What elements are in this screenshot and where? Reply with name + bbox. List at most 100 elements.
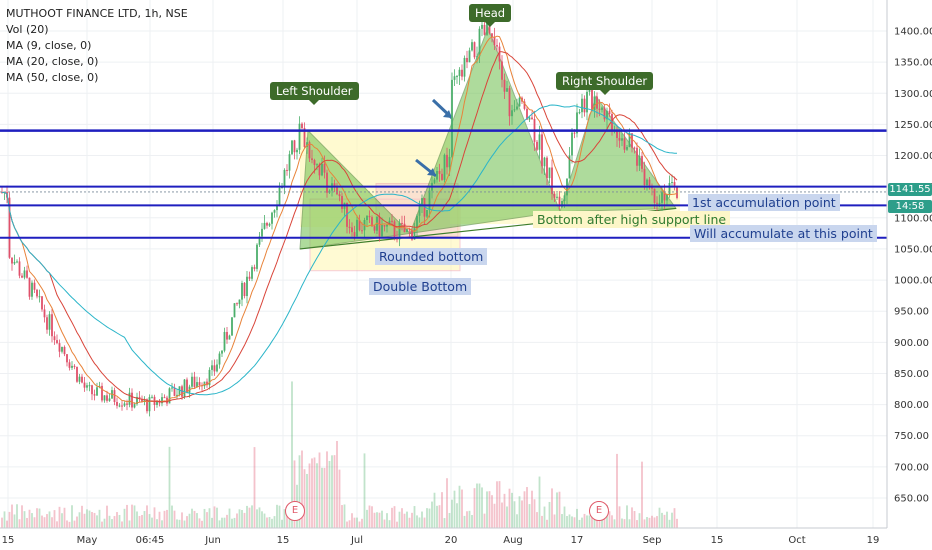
volume-bar <box>31 513 33 528</box>
volume-bar <box>408 517 411 528</box>
candle-body <box>266 222 268 226</box>
volume-bar <box>636 520 638 528</box>
volume-bar <box>663 514 666 528</box>
volume-bar <box>96 515 98 528</box>
candle-body <box>18 261 21 276</box>
legend-ma9[interactable]: MA (9, close, 0) <box>6 39 92 52</box>
candle-body <box>231 317 233 336</box>
candle-body <box>493 37 496 46</box>
candle-body <box>81 376 83 383</box>
candle-body <box>671 182 673 184</box>
volume-bar <box>38 508 41 528</box>
volume-bar <box>548 501 551 528</box>
volume-bar <box>166 509 168 528</box>
volume-bar <box>641 461 643 528</box>
volume-bar <box>261 511 263 528</box>
legend-volume[interactable]: Vol (20) <box>6 23 49 36</box>
volume-bar <box>671 512 673 528</box>
candle-body <box>221 350 223 354</box>
volume-bar <box>291 381 293 528</box>
earnings-badge[interactable]: E <box>285 501 305 521</box>
volume-bar <box>438 505 441 528</box>
volume-bar <box>486 491 488 528</box>
volume-bar <box>541 515 543 528</box>
volume-bar <box>11 504 13 528</box>
volume-bar <box>211 517 213 528</box>
candle-body <box>573 132 576 134</box>
candle-body <box>638 156 641 166</box>
volume-bar <box>611 515 613 528</box>
candle-body <box>316 164 318 166</box>
legend-ma20[interactable]: MA (20, close, 0) <box>6 55 99 68</box>
candle-body <box>398 222 401 240</box>
volume-bar <box>401 508 403 528</box>
candle-body <box>641 156 643 169</box>
time-tick-label: Jun <box>204 535 221 546</box>
volume-bar <box>146 505 148 528</box>
volume-bar <box>453 490 456 528</box>
candle-body <box>116 401 118 406</box>
candle-body <box>121 405 123 407</box>
candle-body <box>503 79 506 92</box>
candle-body <box>471 42 473 51</box>
volume-bar <box>198 518 201 528</box>
price-tick-label: 1350.00 <box>894 58 932 69</box>
price-tick-label: 700.00 <box>894 462 929 473</box>
candle-body <box>326 172 328 193</box>
countdown-tag: 14:58 <box>888 200 932 213</box>
volume-bar <box>233 517 236 528</box>
volume-bar <box>153 507 156 528</box>
candle-body <box>186 379 188 393</box>
volume-bar <box>458 485 461 528</box>
volume-bar <box>448 512 451 528</box>
time-tick-label: Oct <box>788 535 805 546</box>
volume-bar <box>271 518 273 528</box>
earnings-badge[interactable]: E <box>589 501 609 521</box>
volume-bar <box>281 519 283 528</box>
candle-body <box>271 212 273 224</box>
volume-bars <box>1 381 678 528</box>
candle-body <box>623 138 626 150</box>
candle-body <box>66 354 68 363</box>
legend-ma50[interactable]: MA (50, close, 0) <box>6 71 99 84</box>
volume-bar <box>511 492 513 528</box>
volume-bar <box>336 440 338 528</box>
volume-bar <box>586 515 588 528</box>
volume-bar <box>416 515 418 528</box>
volume-bar <box>348 520 351 528</box>
candle-body <box>496 45 498 47</box>
candle-body <box>661 192 663 203</box>
time-tick-label: 06:45 <box>136 535 165 546</box>
candle-body <box>563 195 566 202</box>
candle-body <box>76 366 78 382</box>
candle-body <box>58 343 61 352</box>
candle-body <box>263 222 266 229</box>
candle-body <box>386 224 388 227</box>
volume-bar <box>491 495 493 528</box>
volume-bar <box>468 510 471 528</box>
volume-bar <box>13 514 16 528</box>
candle-body <box>91 385 93 395</box>
price-tick-label: 650.00 <box>894 494 929 505</box>
volume-bar <box>666 511 668 528</box>
candle-body <box>353 232 356 237</box>
candle-body <box>408 229 411 231</box>
price-tick-label: 800.00 <box>894 400 929 411</box>
volume-bar <box>371 506 373 528</box>
ma-line <box>1 35 678 405</box>
ma-line <box>1 104 678 396</box>
candle-body <box>123 403 126 406</box>
candle-body <box>291 140 293 155</box>
volume-bar <box>661 512 663 528</box>
candle-body <box>383 225 386 227</box>
candle-body <box>161 397 163 404</box>
candle-body <box>458 69 461 77</box>
candle-body <box>618 137 621 141</box>
candle-body <box>286 169 288 171</box>
candle-body <box>538 134 541 150</box>
volume-bar <box>633 511 636 528</box>
volume-bar <box>46 514 48 528</box>
chart-legend: MUTHOOT FINANCE LTD, 1h, NSE Vol (20) MA… <box>6 6 188 86</box>
volume-bar <box>351 513 353 528</box>
